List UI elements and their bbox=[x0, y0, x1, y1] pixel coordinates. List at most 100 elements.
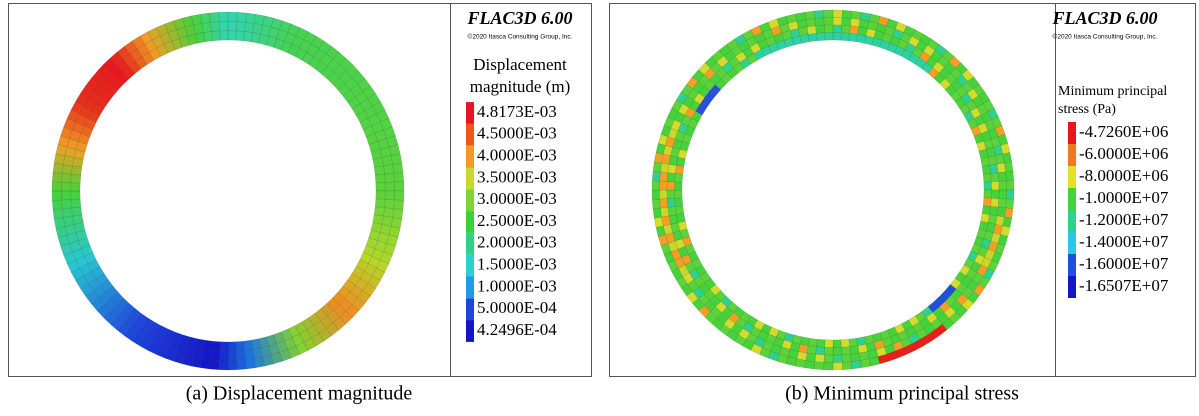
mesh-zone bbox=[384, 173, 395, 183]
mesh-zone bbox=[394, 190, 405, 201]
mesh-zone bbox=[201, 349, 212, 360]
mesh-zone bbox=[832, 339, 842, 348]
legend-label: -1.4000E+07 bbox=[1079, 232, 1169, 251]
legend-label: 2.5000E-03 bbox=[477, 211, 557, 230]
mesh-zone bbox=[245, 358, 256, 370]
mesh-zone bbox=[384, 199, 395, 209]
mesh-zone bbox=[659, 171, 669, 182]
legend-swatch bbox=[466, 298, 474, 321]
mesh-zone bbox=[674, 181, 683, 191]
mesh-zone bbox=[250, 338, 261, 350]
legend-title: Displacement bbox=[473, 55, 567, 74]
mesh-zone bbox=[651, 170, 661, 182]
mesh-zone bbox=[659, 198, 669, 209]
legend-label: 5.0000E-04 bbox=[477, 298, 557, 317]
mesh-zone bbox=[848, 33, 859, 43]
mesh-zone bbox=[667, 163, 677, 174]
mesh-zone bbox=[63, 215, 75, 227]
mesh-zone bbox=[209, 11, 220, 23]
legend-header-title: FLAC3D 6.00 bbox=[466, 8, 572, 28]
mesh-zone bbox=[989, 163, 999, 174]
mesh-zone bbox=[235, 340, 245, 352]
mesh-zone bbox=[841, 361, 853, 371]
mesh-zone bbox=[807, 337, 818, 347]
mesh-zone bbox=[666, 197, 676, 208]
mesh-zone bbox=[832, 347, 842, 356]
mesh-zone bbox=[659, 189, 668, 200]
mesh-zone bbox=[832, 24, 842, 33]
mesh-zone bbox=[1006, 189, 1015, 200]
mesh-zone bbox=[227, 341, 237, 352]
mesh-zone bbox=[374, 198, 386, 209]
mesh-zone bbox=[850, 352, 861, 362]
mesh-zone bbox=[70, 173, 82, 184]
legend-label: -1.0000E+07 bbox=[1079, 188, 1169, 207]
mesh-zone bbox=[832, 17, 843, 26]
mesh-zone bbox=[227, 11, 238, 22]
mesh-zone bbox=[849, 25, 860, 35]
mesh-zone bbox=[392, 162, 404, 174]
mesh-zone bbox=[816, 338, 826, 348]
mesh-zone bbox=[806, 345, 817, 355]
legend-label: 4.2496E-04 bbox=[477, 320, 557, 339]
mesh-zone bbox=[227, 350, 237, 361]
mesh-zone bbox=[674, 189, 683, 199]
mesh-zone bbox=[244, 349, 255, 360]
mesh-zone bbox=[651, 180, 660, 191]
mesh-zone bbox=[813, 361, 825, 371]
mesh-zone bbox=[52, 208, 64, 220]
legend-label: -1.6507E+07 bbox=[1079, 276, 1169, 295]
mesh-zone bbox=[990, 197, 1000, 208]
legend-copyright: ©2020 Itasca Consulting Group, Inc. bbox=[468, 33, 573, 41]
mesh-zone bbox=[824, 32, 834, 41]
mesh-zone bbox=[997, 198, 1007, 209]
mesh-zone bbox=[856, 336, 867, 346]
mesh-zone bbox=[841, 9, 853, 19]
mesh-zone bbox=[61, 199, 72, 209]
mesh-zone bbox=[374, 173, 386, 184]
mesh-zone bbox=[823, 9, 834, 18]
mesh-zone bbox=[841, 24, 851, 34]
legend-swatch bbox=[466, 232, 474, 255]
mesh-zone bbox=[813, 9, 825, 19]
mesh-zone bbox=[211, 30, 221, 42]
mesh-zone bbox=[805, 352, 816, 362]
mesh-zone bbox=[51, 190, 62, 201]
mesh-zone bbox=[848, 337, 859, 347]
mesh-zone bbox=[219, 21, 229, 32]
legend-label: 2.0000E-03 bbox=[477, 233, 557, 252]
mesh-zone bbox=[375, 190, 386, 200]
mesh-zone bbox=[841, 353, 852, 363]
legend-swatch bbox=[466, 320, 474, 342]
mesh-zone bbox=[850, 10, 862, 20]
mesh-zone bbox=[235, 30, 245, 42]
mesh-zone bbox=[996, 206, 1006, 218]
mesh-zone bbox=[61, 190, 72, 201]
legend-title: magnitude (m) bbox=[470, 77, 571, 96]
mesh-zone bbox=[394, 181, 405, 192]
mesh-zone bbox=[832, 354, 843, 363]
legend-swatch bbox=[1068, 254, 1076, 276]
mesh-zone bbox=[384, 190, 395, 201]
mesh-zone bbox=[70, 190, 81, 200]
legend-swatch bbox=[466, 102, 474, 124]
mesh-zone bbox=[52, 162, 64, 174]
legend-label: -1.6000E+07 bbox=[1079, 254, 1169, 273]
caption: (a) Displacement magnitude bbox=[186, 383, 413, 405]
mesh-zone bbox=[652, 161, 662, 173]
mesh-zone bbox=[218, 11, 229, 22]
mesh-zone bbox=[375, 182, 386, 192]
mesh-zone bbox=[72, 214, 84, 225]
mesh-zone bbox=[51, 199, 63, 210]
mesh-zone bbox=[997, 171, 1007, 182]
mesh-zone bbox=[998, 180, 1007, 191]
mesh-zone bbox=[823, 354, 834, 363]
mesh-zone bbox=[990, 172, 1000, 183]
mesh-zone bbox=[666, 189, 675, 199]
mesh-zone bbox=[814, 353, 825, 363]
mesh-zone bbox=[235, 350, 246, 361]
mesh-zone bbox=[652, 207, 662, 219]
mesh-zone bbox=[390, 153, 403, 165]
mesh-zone bbox=[666, 181, 675, 191]
